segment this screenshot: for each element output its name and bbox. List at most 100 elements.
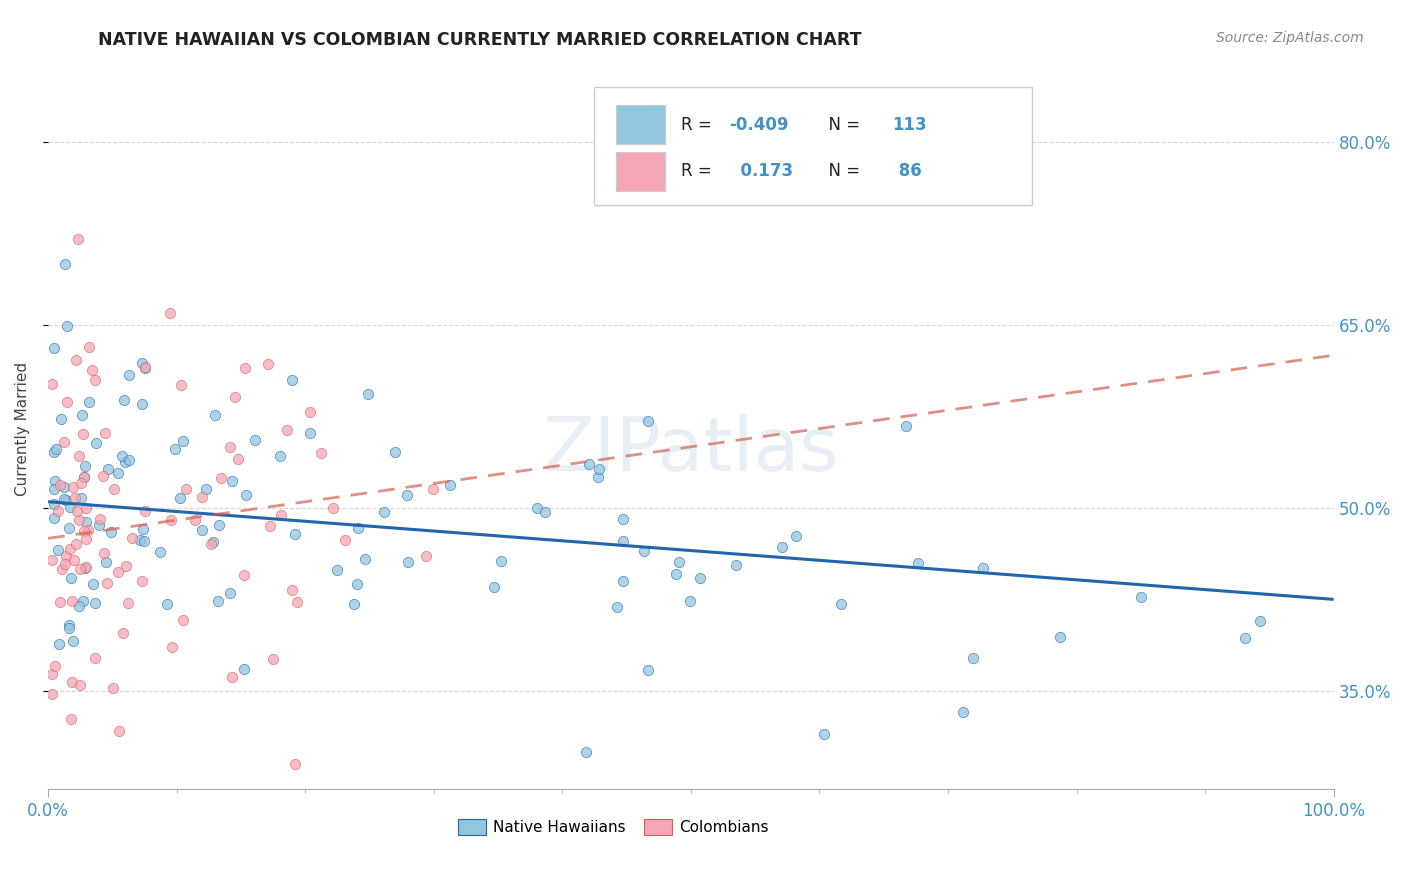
Point [588, 470, 610, 484]
Point [526, 501, 548, 516]
Point [257, 357, 280, 371]
Legend: Native Hawaiians, Colombians: Native Hawaiians, Colombians [458, 819, 769, 835]
Point [58, 622, 80, 636]
Point [66, 503, 89, 517]
Point [309, 446, 332, 460]
Point [813, 726, 835, 740]
Point [156, 597, 179, 611]
Point [103, 681, 125, 696]
Point [725, 558, 748, 572]
Point [262, 652, 284, 666]
Point [66, 232, 89, 246]
Point [491, 554, 513, 568]
Point [56, 394, 79, 409]
Point [93, 546, 115, 560]
Point [58, 521, 80, 535]
Point [233, 567, 256, 582]
Point [606, 599, 628, 614]
Point [907, 556, 929, 570]
Point [67, 599, 90, 613]
Point [276, 423, 298, 437]
Point [44, 659, 66, 673]
Point [84, 651, 107, 665]
Point [578, 457, 600, 471]
Point [534, 505, 557, 519]
Point [184, 513, 207, 527]
Point [73, 524, 96, 538]
Point [195, 482, 218, 496]
Point [108, 723, 131, 738]
Point [69, 491, 91, 505]
Point [56, 319, 79, 334]
Point [44, 497, 66, 511]
Point [665, 566, 688, 581]
Point [69, 562, 91, 576]
Point [62, 634, 84, 648]
Point [191, 490, 214, 504]
Point [190, 523, 212, 537]
Point [299, 425, 322, 440]
Point [172, 434, 194, 448]
Point [67, 449, 90, 463]
Point [208, 517, 231, 532]
FancyBboxPatch shape [616, 152, 665, 191]
Text: R =: R = [681, 162, 717, 180]
Point [46, 504, 69, 518]
Point [281, 582, 304, 597]
Point [131, 522, 153, 536]
Point [41, 687, 63, 701]
FancyBboxPatch shape [595, 87, 1032, 205]
Point [415, 549, 437, 563]
Text: N =: N = [818, 162, 866, 180]
Point [896, 418, 918, 433]
Point [574, 745, 596, 759]
Point [612, 574, 634, 589]
Point [353, 552, 375, 566]
Point [97, 462, 120, 476]
Point [284, 527, 307, 541]
Point [117, 596, 139, 610]
Point [80, 363, 103, 377]
Point [55, 257, 77, 271]
Point [224, 391, 246, 405]
Point [204, 408, 226, 422]
Point [59, 500, 82, 515]
Point [53, 435, 76, 450]
Point [952, 706, 974, 720]
Point [384, 445, 406, 459]
Point [52, 479, 75, 493]
Point [373, 505, 395, 519]
Point [107, 466, 129, 480]
Point [134, 533, 156, 548]
Point [87, 517, 110, 532]
Point [1130, 591, 1153, 605]
Point [72, 427, 94, 442]
Point [63, 553, 86, 567]
Point [48, 637, 70, 651]
Point [65, 537, 87, 551]
Point [633, 544, 655, 558]
Text: -0.409: -0.409 [730, 116, 789, 134]
Point [221, 670, 243, 684]
Point [84, 373, 107, 387]
Point [679, 594, 702, 608]
Point [53, 557, 76, 571]
Point [280, 373, 302, 387]
Point [325, 563, 347, 577]
Point [259, 519, 281, 533]
Point [72, 594, 94, 608]
Point [131, 574, 153, 588]
Point [202, 535, 225, 549]
Point [75, 458, 97, 473]
Point [103, 482, 125, 496]
Point [218, 586, 240, 600]
Point [637, 663, 659, 677]
Point [785, 529, 807, 543]
Point [117, 368, 139, 383]
Point [44, 474, 66, 488]
Point [59, 542, 82, 557]
Point [170, 377, 193, 392]
Point [76, 515, 98, 529]
Point [75, 561, 97, 575]
Point [285, 595, 308, 609]
